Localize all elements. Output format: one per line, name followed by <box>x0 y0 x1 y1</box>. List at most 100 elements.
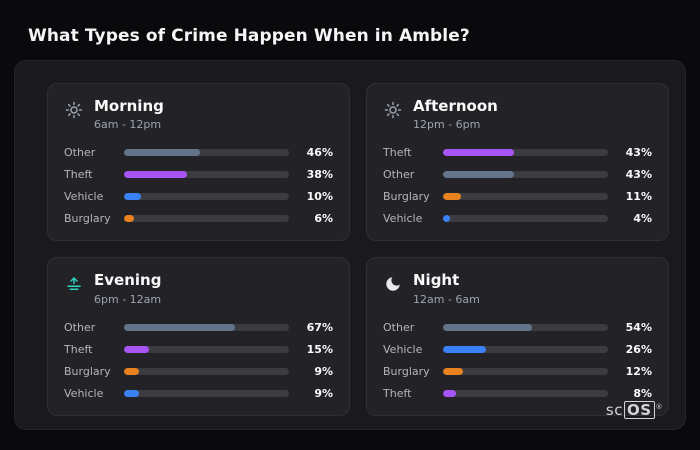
evening-card: Evening 6pm - 12am Other 67% Theft 15% B… <box>47 257 350 416</box>
scos-logo: sc OS ® <box>605 400 663 419</box>
morning-card: Morning 6am - 12pm Other 46% Theft 38% V… <box>47 83 350 242</box>
crime-label: Vehicle <box>64 190 104 204</box>
crime-label: Other <box>383 320 415 334</box>
crime-percent: 26% <box>625 342 652 356</box>
crime-label: Vehicle <box>383 212 423 226</box>
crime-label: Burglary <box>383 190 430 204</box>
crime-row: Theft 38% <box>64 167 333 182</box>
crime-label: Theft <box>64 342 93 356</box>
crime-percent: 46% <box>306 146 333 160</box>
crime-label: Burglary <box>64 364 111 378</box>
crime-percent: 43% <box>625 146 652 160</box>
crime-percent: 6% <box>314 212 333 226</box>
card-subtitle: 6am - 12pm <box>94 118 162 132</box>
bar-track <box>124 193 289 201</box>
moon-icon <box>383 274 403 294</box>
crime-row: Vehicle 26% <box>383 342 652 357</box>
crime-row: Theft 15% <box>64 342 333 357</box>
crime-label: Burglary <box>64 212 111 226</box>
crime-row: Other 54% <box>383 320 652 335</box>
crime-row: Burglary 12% <box>383 364 652 379</box>
card-subtitle: 12am - 6am <box>413 292 480 306</box>
bar-fill <box>443 367 463 375</box>
crime-row: Other 43% <box>383 167 652 182</box>
crime-percent: 54% <box>625 320 652 334</box>
card-title: Morning <box>94 97 164 115</box>
sun-icon <box>64 100 84 120</box>
crime-label: Other <box>64 320 96 334</box>
bar-track <box>443 367 608 375</box>
crime-label: Theft <box>383 146 412 160</box>
crime-percent: 9% <box>314 386 333 400</box>
crime-percent: 43% <box>625 168 652 182</box>
bar-track <box>124 149 289 157</box>
bar-fill <box>124 323 235 331</box>
bar-fill <box>124 345 149 353</box>
card-title: Afternoon <box>413 97 498 115</box>
bar-fill <box>443 323 533 331</box>
crime-row: Vehicle 10% <box>64 189 333 204</box>
registered-mark: ® <box>655 402 663 411</box>
bar-track <box>443 215 608 223</box>
crime-row: Burglary 6% <box>64 211 333 226</box>
bar-fill <box>124 149 200 157</box>
bar-fill <box>124 389 139 397</box>
bar-fill <box>443 171 514 179</box>
crime-label: Theft <box>383 386 412 400</box>
crime-label: Burglary <box>383 364 430 378</box>
crime-label: Theft <box>64 168 93 182</box>
crime-label: Other <box>383 168 415 182</box>
crime-row: Vehicle 9% <box>64 386 333 401</box>
crime-row: Theft 8% <box>383 386 652 401</box>
bar-track <box>124 367 289 375</box>
crime-percent: 10% <box>306 190 333 204</box>
bar-fill <box>443 193 462 201</box>
bar-track <box>124 389 289 397</box>
bar-track <box>124 171 289 179</box>
crime-row: Burglary 9% <box>64 364 333 379</box>
card-subtitle: 12pm - 6pm <box>413 118 481 132</box>
card-subtitle: 6pm - 12am <box>94 292 162 306</box>
crime-row: Vehicle 4% <box>383 211 652 226</box>
crime-panel: Morning 6am - 12pm Other 46% Theft 38% V… <box>14 60 686 430</box>
card-title: Night <box>413 271 460 290</box>
crime-percent: 38% <box>306 168 333 182</box>
sunset-icon <box>64 274 84 294</box>
crime-percent: 4% <box>633 212 652 226</box>
crime-label: Other <box>64 146 96 160</box>
bar-fill <box>443 215 450 223</box>
bar-track <box>443 389 608 397</box>
card-title: Evening <box>94 271 162 290</box>
bar-fill <box>124 367 139 375</box>
bar-track <box>443 171 608 179</box>
bar-track <box>443 149 608 157</box>
crime-percent: 8% <box>633 386 652 400</box>
sun-icon <box>383 100 403 120</box>
night-card: Night 12am - 6am Other 54% Vehicle 26% B… <box>366 257 669 416</box>
crime-percent: 11% <box>625 190 652 204</box>
bar-fill <box>124 193 141 201</box>
bar-fill <box>443 345 486 353</box>
page-title: What Types of Crime Happen When in Amble… <box>28 26 470 46</box>
crime-percent: 9% <box>314 364 333 378</box>
bar-track <box>124 215 289 223</box>
crime-row: Burglary 11% <box>383 189 652 204</box>
crime-percent: 67% <box>306 320 333 334</box>
crime-percent: 12% <box>625 364 652 378</box>
crime-row: Other 46% <box>64 145 333 160</box>
bar-track <box>124 323 289 331</box>
crime-row: Theft 43% <box>383 145 652 160</box>
crime-label: Vehicle <box>64 386 104 400</box>
afternoon-card: Afternoon 12pm - 6pm Theft 43% Other 43%… <box>366 83 669 242</box>
bar-track <box>443 345 608 353</box>
bar-fill <box>443 389 457 397</box>
bar-track <box>124 345 289 353</box>
crime-label: Vehicle <box>383 342 423 356</box>
logo-text: OS <box>623 400 655 419</box>
logo-text: sc <box>605 400 623 419</box>
bar-track <box>443 193 608 201</box>
bar-track <box>443 323 608 331</box>
crime-row: Other 67% <box>64 320 333 335</box>
bar-fill <box>443 149 514 157</box>
crime-percent: 15% <box>306 342 333 356</box>
